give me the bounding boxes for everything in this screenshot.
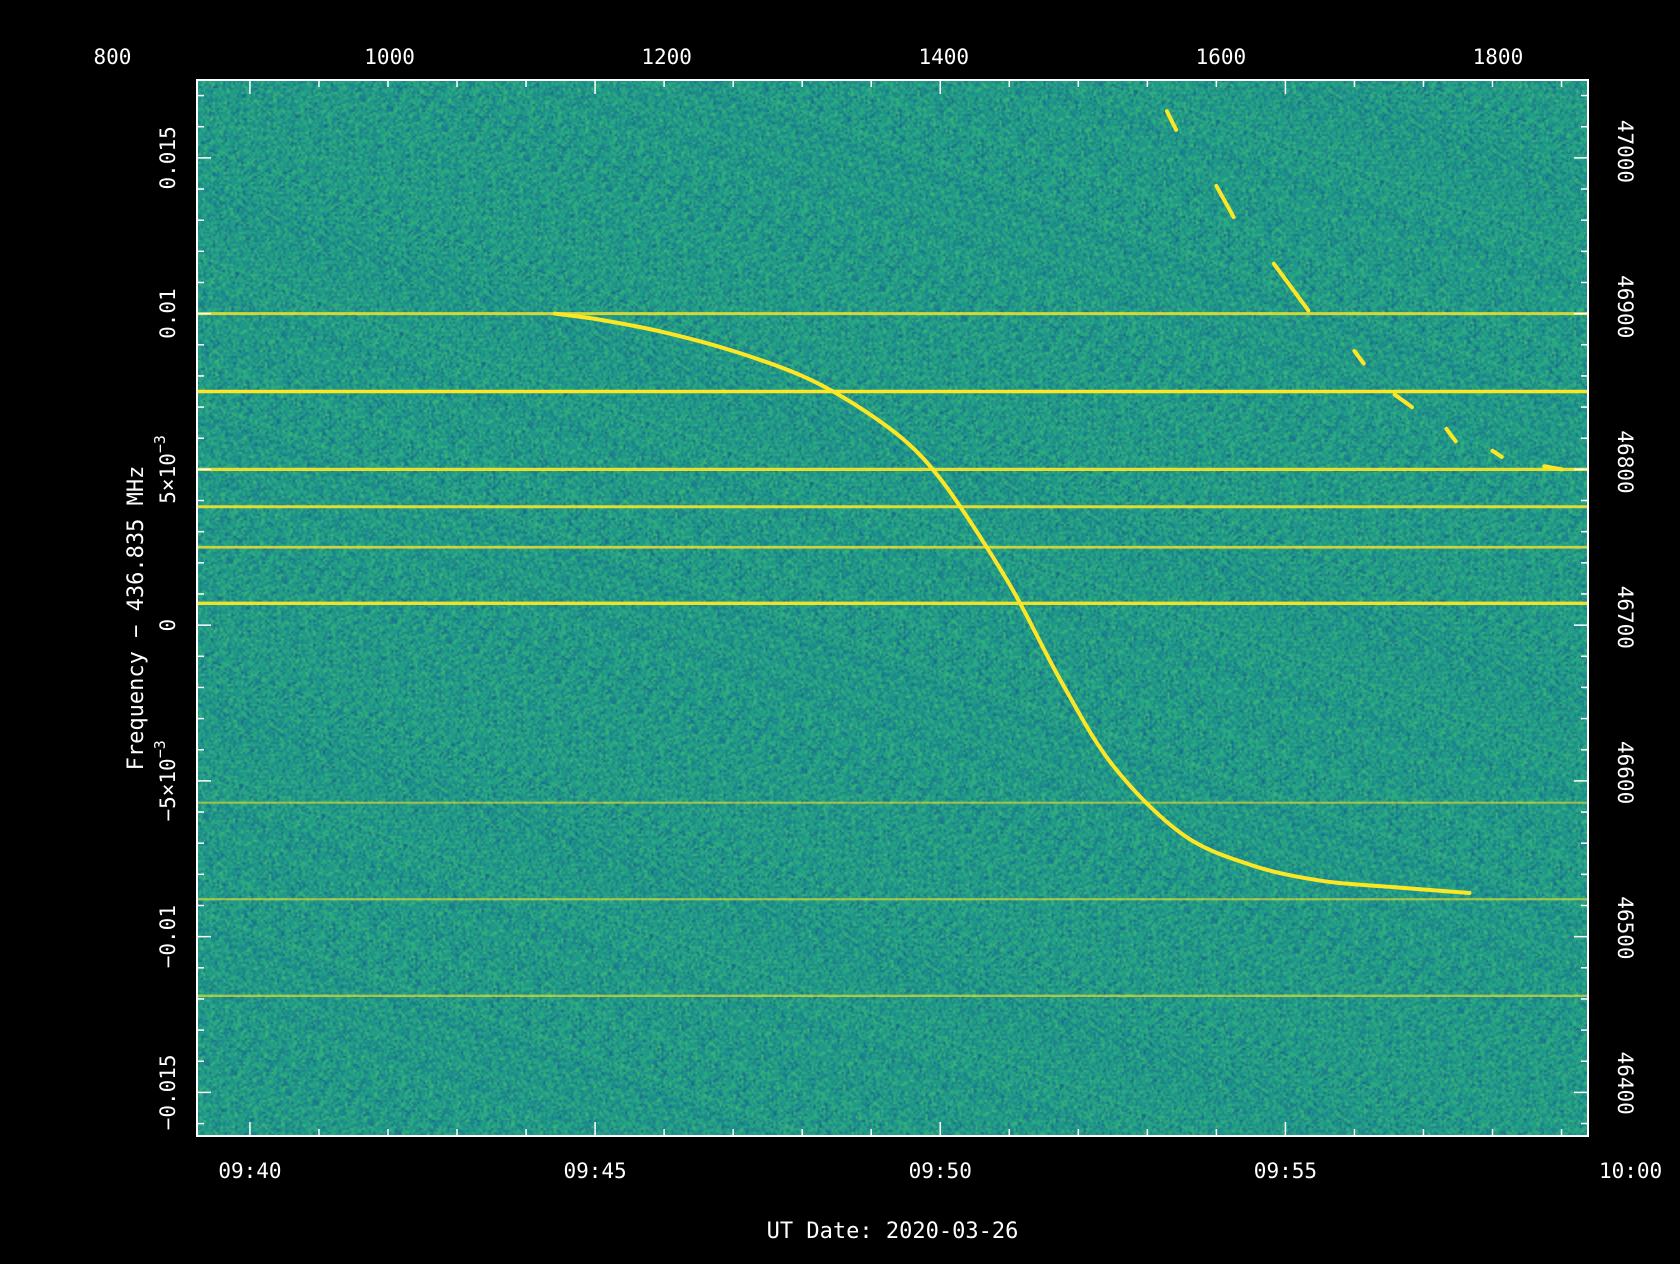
y-tick-label: 0.015	[156, 126, 180, 189]
x-tick-label: 09:40	[218, 1159, 281, 1183]
x-top-tick-label: 1000	[364, 45, 415, 69]
short-streak	[1490, 448, 1504, 459]
x-top-tick-label: 1800	[1473, 45, 1524, 69]
y-tick-label: −5×10−3	[151, 740, 180, 821]
x-tick-label: 10:00	[1599, 1159, 1662, 1183]
y-axis-label: Frequency − 436.835 MHz	[124, 466, 149, 771]
x-tick-label: 09:45	[563, 1159, 626, 1183]
y-right-tick-label: 46700	[1613, 586, 1637, 649]
plot-frame	[196, 79, 1589, 1137]
x-top-tick-label: 800	[94, 45, 132, 69]
y-tick-label: 0	[156, 619, 180, 632]
doppler-track	[552, 311, 1472, 896]
short-streak	[1444, 426, 1458, 444]
x-top-tick-label: 1200	[641, 45, 692, 69]
short-streaks	[1164, 109, 1564, 472]
short-streak	[1542, 464, 1564, 472]
short-streak	[1214, 183, 1236, 220]
short-streak	[1164, 109, 1179, 132]
y-right-tick-label: 46900	[1613, 275, 1637, 338]
short-streak	[1352, 349, 1366, 366]
y-tick-label: −0.01	[156, 905, 180, 968]
y-right-tick-label: 46500	[1613, 896, 1637, 959]
short-streak	[1271, 261, 1311, 313]
y-right-tick-label: 46400	[1613, 1052, 1637, 1115]
y-right-tick-label: 47000	[1613, 120, 1637, 183]
spectrogram-image	[197, 80, 1588, 1136]
x-tick-label: 09:50	[909, 1159, 972, 1183]
horizontal-lines	[197, 312, 1588, 997]
x-top-tick-label: 1600	[1196, 45, 1247, 69]
y-tick-label: −0.015	[156, 1054, 180, 1130]
x-top-tick-label: 1400	[918, 45, 969, 69]
short-streak	[1392, 392, 1414, 410]
y-right-tick-label: 46800	[1613, 430, 1637, 493]
x-axis-label: UT Date: 2020-03-26	[767, 1219, 1019, 1244]
y-tick-label: 0.01	[156, 288, 180, 339]
x-tick-label: 09:55	[1254, 1159, 1317, 1183]
y-right-tick-label: 46600	[1613, 741, 1637, 804]
